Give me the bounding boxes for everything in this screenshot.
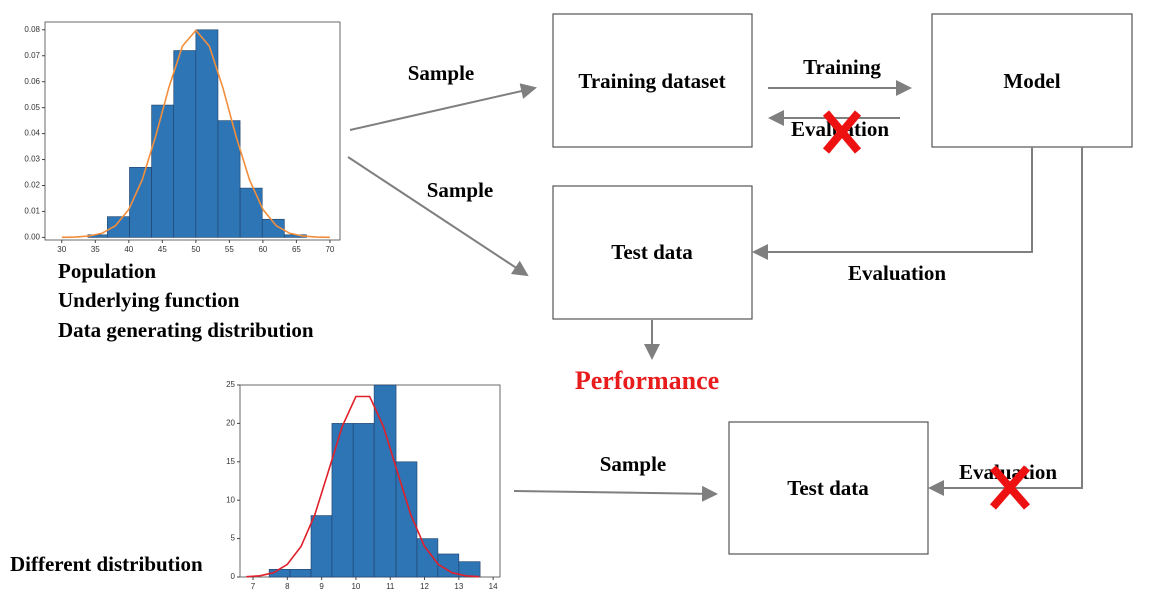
edge-label: Evaluation bbox=[848, 261, 946, 285]
y-tick-label: 25 bbox=[226, 380, 235, 389]
caption: Population bbox=[58, 259, 156, 283]
box-label: Test data bbox=[611, 240, 693, 264]
edge-label: Sample bbox=[408, 61, 475, 85]
curve bbox=[61, 29, 330, 239]
box-label: Training dataset bbox=[578, 69, 725, 93]
bar bbox=[217, 120, 241, 238]
bar bbox=[107, 216, 130, 238]
x-tick-label: 35 bbox=[91, 245, 100, 254]
x-tick-label: 9 bbox=[319, 582, 324, 591]
curve bbox=[246, 395, 480, 578]
y-tick-label: 0.02 bbox=[24, 181, 40, 190]
x-tick-label: 14 bbox=[489, 582, 498, 591]
y-tick-label: 0.04 bbox=[24, 129, 40, 138]
y-tick-label: 0.08 bbox=[24, 25, 40, 34]
bar bbox=[331, 423, 354, 578]
histogram: 7 8 9 10 11 12 13 14 0 5 10 15 20 25 bbox=[226, 380, 501, 591]
x-tick-label: 10 bbox=[351, 582, 360, 591]
y-tick-label: 20 bbox=[226, 419, 235, 428]
bar bbox=[352, 423, 375, 578]
arrow bbox=[928, 147, 1083, 496]
edge-label: Sample bbox=[427, 178, 494, 202]
y-tick-label: 0.01 bbox=[24, 207, 40, 216]
bar bbox=[239, 187, 263, 238]
bar bbox=[151, 104, 175, 238]
x-tick-label: 55 bbox=[225, 245, 234, 254]
edge-label: Sample bbox=[600, 452, 667, 476]
x-tick-label: 45 bbox=[158, 245, 167, 254]
cross-mark bbox=[989, 465, 1031, 510]
bar bbox=[289, 569, 312, 578]
x-tick-label: 60 bbox=[258, 245, 267, 254]
x-tick-label: 30 bbox=[57, 245, 66, 254]
x-tick-label: 11 bbox=[386, 582, 395, 591]
x-tick-label: 65 bbox=[292, 245, 301, 254]
bar bbox=[395, 461, 418, 578]
x-tick-label: 70 bbox=[325, 245, 334, 254]
x-tick-label: 7 bbox=[251, 582, 256, 591]
box bbox=[552, 185, 753, 320]
bar bbox=[458, 561, 481, 578]
x-tick-label: 12 bbox=[420, 582, 429, 591]
bar bbox=[261, 218, 285, 238]
performance: Performance bbox=[575, 366, 719, 395]
box bbox=[552, 13, 753, 148]
x-tick-label: 8 bbox=[285, 582, 290, 591]
box bbox=[931, 13, 1133, 148]
x-tick-label: 50 bbox=[191, 245, 200, 254]
arrow bbox=[349, 83, 537, 131]
caption: Data generating distribution bbox=[58, 318, 314, 342]
caption: Different distribution bbox=[10, 552, 203, 576]
arrow bbox=[513, 485, 718, 502]
bar bbox=[310, 515, 333, 578]
bar bbox=[416, 538, 439, 578]
box bbox=[728, 421, 929, 555]
y-tick-label: 5 bbox=[231, 534, 236, 543]
bar bbox=[173, 50, 197, 238]
x-tick-label: 13 bbox=[454, 582, 463, 591]
y-tick-label: 0.00 bbox=[24, 233, 40, 242]
y-tick-label: 10 bbox=[226, 495, 235, 504]
box-label: Model bbox=[1003, 69, 1060, 93]
x-tick-label: 40 bbox=[124, 245, 133, 254]
y-tick-label: 0.05 bbox=[24, 103, 40, 112]
arrow bbox=[752, 147, 1033, 260]
y-tick-label: 0.06 bbox=[24, 77, 40, 86]
caption: Underlying function bbox=[58, 288, 240, 312]
cross-mark bbox=[822, 110, 862, 154]
histogram: 30 35 40 45 50 55 60 65 70 0.00 0.01 0.02 0.03 0.04 0.… bbox=[24, 21, 341, 254]
y-tick-label: 15 bbox=[226, 457, 235, 466]
y-tick-label: 0.07 bbox=[24, 51, 40, 60]
box-label: Test data bbox=[787, 476, 869, 500]
edge-label: Training bbox=[803, 55, 881, 79]
arrow bbox=[347, 156, 529, 277]
y-tick-label: 0 bbox=[231, 572, 236, 581]
y-tick-label: 0.03 bbox=[24, 155, 40, 164]
